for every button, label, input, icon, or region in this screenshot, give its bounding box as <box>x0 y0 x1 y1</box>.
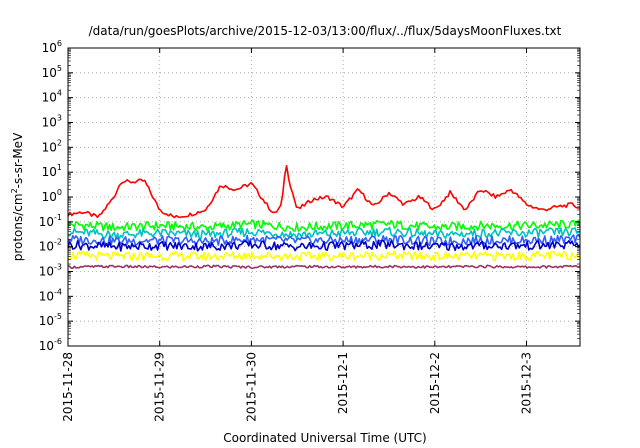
y-tick-base: 10 <box>39 240 54 254</box>
y-tick-exponent: 4 <box>57 89 62 98</box>
series-line-7 <box>67 264 581 270</box>
y-tick-exponent: -2 <box>54 238 62 247</box>
y-tick-base: 10 <box>39 339 54 353</box>
x-axis-ticks: 2015-11-28 2015-11-29 2015-11-30 2015-12-1 2… <box>61 48 534 422</box>
y-tick-label: 102 <box>42 138 62 154</box>
y-tick-exponent: -1 <box>54 213 62 222</box>
y-tick-exponent: -4 <box>54 287 62 296</box>
y-tick-label: 10-1 <box>39 213 62 229</box>
y-tick-exponent: -5 <box>54 312 62 321</box>
x-tick-label: 2015-12-1 <box>336 352 350 414</box>
y-tick-base: 10 <box>39 314 54 328</box>
y-tick-label: 10-6 <box>39 337 62 353</box>
series-line-5 <box>67 239 581 252</box>
y-tick-base: 10 <box>42 91 57 105</box>
y-axis-label-suffix: -s-sr-MeV <box>11 132 25 188</box>
y-tick-label: 103 <box>42 114 62 130</box>
y-tick-exponent: 1 <box>57 163 62 172</box>
y-tick-label: 10-5 <box>39 312 62 328</box>
y-axis-label-sup: 2 <box>10 188 19 193</box>
y-tick-base: 10 <box>42 190 57 204</box>
y-tick-exponent: 2 <box>57 138 62 147</box>
y-tick-label: 105 <box>42 64 62 80</box>
y-tick-base: 10 <box>42 140 57 154</box>
plot-series <box>67 165 581 270</box>
x-tick-label: 2015-11-28 <box>61 352 75 422</box>
y-tick-exponent: 3 <box>57 114 62 123</box>
x-tick-label: 2015-11-30 <box>244 352 258 422</box>
y-tick-label: 101 <box>42 163 62 179</box>
y-tick-base: 10 <box>42 41 57 55</box>
series-line-6 <box>67 250 581 262</box>
y-tick-exponent: 6 <box>57 39 62 48</box>
y-tick-label: 104 <box>42 89 62 105</box>
y-tick-exponent: -6 <box>54 337 62 346</box>
x-tick-label: 2015-12-2 <box>428 352 442 414</box>
series-line-3 <box>67 226 581 240</box>
y-tick-label: 100 <box>42 188 62 204</box>
y-tick-label: 106 <box>42 39 62 55</box>
y-tick-exponent: 0 <box>57 188 62 197</box>
y-axis-label: protons/cm2-s-sr-MeV <box>10 132 25 261</box>
y-tick-label: 10-3 <box>39 263 62 279</box>
x-axis-label: Coordinated Universal Time (UTC) <box>223 431 426 445</box>
y-tick-base: 10 <box>42 116 57 130</box>
x-tick-label: 2015-11-29 <box>153 352 167 422</box>
series-line-2 <box>67 219 581 232</box>
y-tick-label: 10-4 <box>39 287 62 303</box>
y-tick-exponent: 5 <box>57 64 62 73</box>
series-line-1 <box>67 165 581 219</box>
chart-title: /data/run/goesPlots/archive/2015-12-03/1… <box>89 24 562 38</box>
y-tick-exponent: -3 <box>54 263 62 272</box>
y-axis-label-prefix: protons/cm <box>11 193 25 261</box>
y-tick-base: 10 <box>39 289 54 303</box>
y-axis-ticks: 10-610-510-410-310-210-11001011021031041… <box>39 39 580 353</box>
y-tick-base: 10 <box>42 165 57 179</box>
y-tick-base: 10 <box>42 66 57 80</box>
y-tick-label: 10-2 <box>39 238 62 254</box>
x-tick-label: 2015-12-3 <box>520 352 534 414</box>
y-tick-base: 10 <box>39 215 54 229</box>
y-tick-base: 10 <box>39 265 54 279</box>
